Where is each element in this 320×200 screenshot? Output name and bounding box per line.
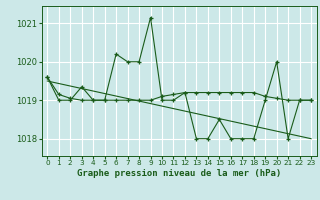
X-axis label: Graphe pression niveau de la mer (hPa): Graphe pression niveau de la mer (hPa)	[77, 169, 281, 178]
